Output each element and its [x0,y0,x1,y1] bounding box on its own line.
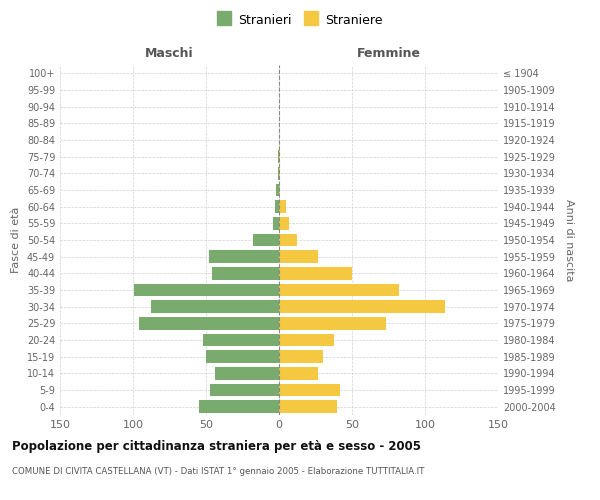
Bar [279,350,323,363]
Bar [212,267,279,280]
Bar [279,300,445,313]
Bar [279,400,337,413]
Bar [279,234,296,246]
Bar [278,167,279,179]
Bar [275,200,279,213]
Bar [279,184,280,196]
Bar [203,334,279,346]
Bar [206,350,279,363]
Bar [279,167,280,179]
Bar [211,384,279,396]
Bar [209,250,279,263]
Bar [279,150,280,163]
Text: Femmine: Femmine [356,47,421,60]
Bar [151,300,279,313]
Bar [279,334,334,346]
Bar [253,234,279,246]
Y-axis label: Anni di nascita: Anni di nascita [564,198,574,281]
Bar [276,184,279,196]
Bar [215,367,279,380]
Bar [279,284,399,296]
Bar [278,150,279,163]
Text: Maschi: Maschi [145,47,194,60]
Bar [279,250,319,263]
Y-axis label: Fasce di età: Fasce di età [11,207,21,273]
Bar [279,267,352,280]
Bar [279,317,386,330]
Bar [139,317,279,330]
Bar [279,217,289,230]
Bar [273,217,279,230]
Bar [279,384,340,396]
Text: COMUNE DI CIVITA CASTELLANA (VT) - Dati ISTAT 1° gennaio 2005 - Elaborazione TUT: COMUNE DI CIVITA CASTELLANA (VT) - Dati … [12,468,424,476]
Bar [199,400,279,413]
Legend: Stranieri, Straniere: Stranieri, Straniere [212,8,388,32]
Bar [279,200,286,213]
Text: Popolazione per cittadinanza straniera per età e sesso - 2005: Popolazione per cittadinanza straniera p… [12,440,421,453]
Bar [279,367,319,380]
Bar [134,284,279,296]
